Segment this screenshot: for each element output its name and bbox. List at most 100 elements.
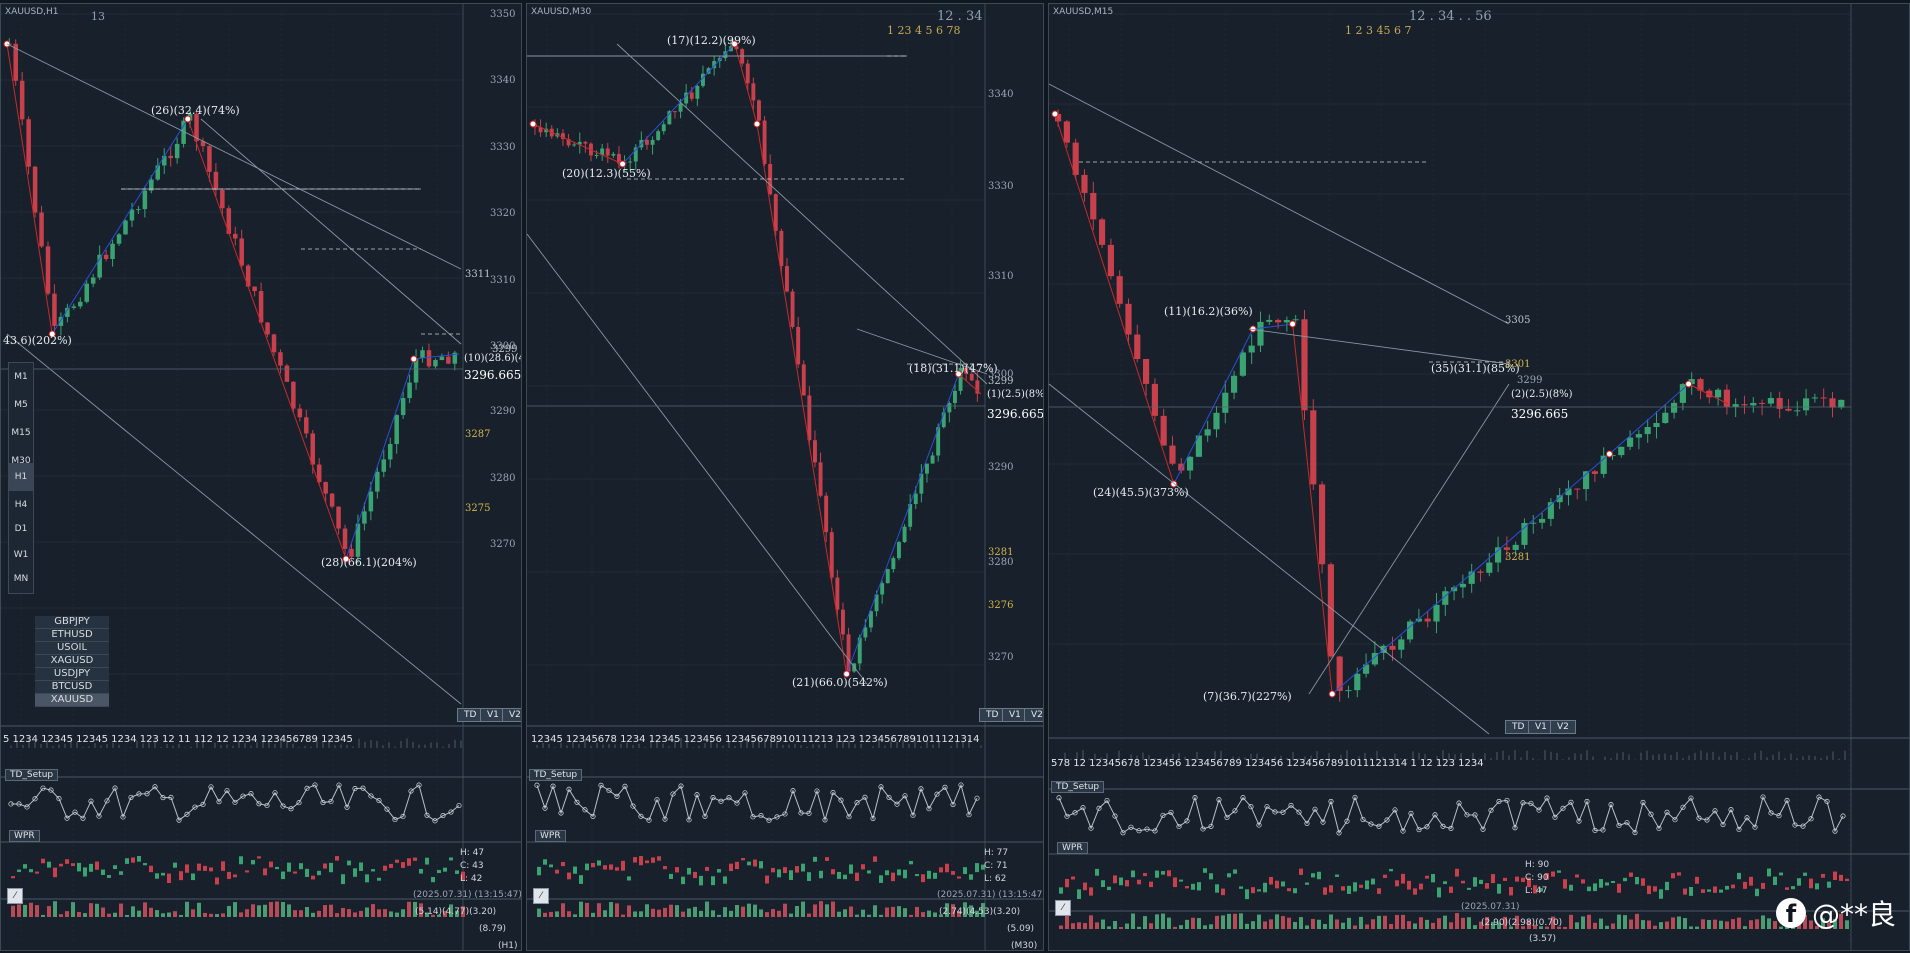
mini-candle bbox=[939, 867, 943, 873]
pivot-marker bbox=[410, 355, 418, 363]
wpr-dot bbox=[296, 800, 302, 806]
volume-bar bbox=[185, 901, 189, 917]
mini-candle bbox=[1761, 882, 1765, 889]
wpr-dot bbox=[280, 803, 286, 809]
settings-icon[interactable]: ⁄ bbox=[1055, 900, 1071, 916]
timeframe-mn[interactable]: MN bbox=[9, 565, 33, 594]
volume-bar bbox=[567, 911, 571, 917]
volume-bar bbox=[161, 913, 165, 917]
volume-bar bbox=[825, 904, 829, 917]
volume-bar bbox=[1713, 919, 1717, 929]
candle-body bbox=[1521, 522, 1528, 545]
v2-button[interactable]: V2 bbox=[1550, 720, 1576, 734]
candle-body bbox=[362, 511, 367, 524]
price-label: 3320 bbox=[490, 208, 516, 219]
mini-candle bbox=[53, 867, 57, 878]
volume-bar bbox=[29, 902, 33, 917]
wpr-dot bbox=[774, 814, 780, 820]
symbol-usoil[interactable]: USOIL bbox=[35, 642, 109, 655]
candle-body bbox=[226, 208, 232, 234]
mini-candle bbox=[317, 870, 321, 876]
v2-button[interactable]: V2 bbox=[1024, 708, 1043, 722]
mini-candle bbox=[699, 875, 703, 886]
mini-candle bbox=[831, 869, 835, 875]
volume-bar bbox=[1593, 922, 1597, 929]
candle-body bbox=[1292, 319, 1299, 321]
wpr-dot bbox=[854, 800, 860, 806]
timeframe-m5[interactable]: M5 bbox=[9, 391, 33, 420]
volume-bar bbox=[1617, 914, 1621, 929]
candle-body bbox=[1231, 375, 1238, 393]
volume-bar bbox=[1665, 921, 1669, 929]
v2-button[interactable]: V2 bbox=[502, 708, 521, 722]
symbol-usdjpy[interactable]: USDJPY bbox=[35, 668, 109, 681]
volume-value: (8.79) bbox=[479, 924, 507, 934]
chart-window-m30[interactable]: XAUUSD,M30 12 . 34 1 23 4 5 6 78 (17)(12… bbox=[526, 3, 1044, 951]
timeframe-h1[interactable]: H1 bbox=[9, 463, 33, 492]
wpr-dot bbox=[424, 812, 430, 818]
mini-candle bbox=[359, 862, 363, 871]
symbol-xagusd[interactable]: XAGUSD bbox=[35, 655, 109, 668]
mini-candle bbox=[131, 857, 135, 863]
volume-bar bbox=[789, 913, 793, 917]
volume-bar bbox=[1449, 922, 1453, 929]
timeframe-m15[interactable]: M15 bbox=[9, 419, 33, 448]
volume-bar bbox=[609, 902, 613, 917]
volume-bar bbox=[1779, 926, 1783, 929]
chart-window-m15[interactable]: XAUUSD,M15 12 . 34 . . 56 1 2 3 45 6 7 (… bbox=[1048, 3, 1910, 951]
wpr-dot bbox=[288, 806, 294, 812]
chart-canvas[interactable] bbox=[1049, 4, 1910, 951]
settings-icon[interactable]: ⁄ bbox=[7, 888, 23, 904]
symbol-ethusd[interactable]: ETHUSD bbox=[35, 629, 109, 642]
symbol-xauusd[interactable]: XAUUSD bbox=[35, 694, 109, 707]
trend-line bbox=[527, 233, 868, 685]
chart-title: XAUUSD,H1 bbox=[5, 7, 59, 17]
mini-candle bbox=[1203, 868, 1207, 873]
candle-body bbox=[1407, 621, 1414, 640]
wpr-dot bbox=[942, 784, 948, 790]
wpr-dot bbox=[1344, 818, 1350, 824]
volume-bar bbox=[981, 903, 985, 917]
mini-candle bbox=[437, 869, 441, 874]
candle-body bbox=[1160, 415, 1167, 446]
chart-window-h1[interactable]: XAUUSD,H1 13 (26)(32.4)(74%) 43.6)(202%)… bbox=[0, 3, 522, 951]
wpr-dot bbox=[694, 792, 700, 798]
symbol-gbpjpy[interactable]: GBPJPY bbox=[35, 616, 109, 629]
mini-candle bbox=[879, 875, 883, 883]
mini-candle bbox=[173, 862, 177, 868]
volume-bar bbox=[537, 908, 541, 917]
mini-candle bbox=[1317, 871, 1321, 880]
candle-body bbox=[1371, 652, 1378, 665]
mini-candle bbox=[1701, 889, 1705, 893]
volume-bar bbox=[1725, 921, 1729, 929]
volume-bar bbox=[221, 913, 225, 917]
volume-bar bbox=[1395, 914, 1399, 929]
candle-body bbox=[1776, 398, 1783, 409]
candle-body bbox=[1468, 571, 1475, 584]
volume-bar bbox=[1563, 926, 1567, 929]
mini-candle bbox=[1263, 882, 1267, 893]
candle-body bbox=[32, 166, 38, 213]
wpr-dot bbox=[646, 817, 652, 823]
chart-canvas[interactable] bbox=[527, 4, 1044, 951]
settings-icon[interactable]: ⁄ bbox=[533, 888, 549, 904]
mini-candle bbox=[759, 861, 763, 869]
candle-body bbox=[661, 124, 666, 132]
chart-canvas[interactable] bbox=[1, 4, 522, 951]
symbol-btcusd[interactable]: BTCUSD bbox=[35, 681, 109, 694]
mini-candle bbox=[1785, 887, 1789, 890]
volume-bar bbox=[35, 905, 39, 917]
wpr-dot bbox=[1624, 820, 1630, 826]
volume-bar bbox=[203, 912, 207, 917]
timeframe-m1[interactable]: M1 bbox=[9, 363, 33, 392]
mini-candle bbox=[1449, 886, 1453, 893]
wpr-dot bbox=[1504, 797, 1510, 803]
level-label: 3287 bbox=[465, 429, 491, 440]
wpr-dot bbox=[1224, 814, 1230, 820]
timeframe-d1[interactable]: D1 bbox=[9, 515, 33, 544]
candle-body bbox=[1574, 488, 1581, 490]
wpr-dot bbox=[838, 797, 844, 803]
wpr-dot bbox=[750, 814, 756, 820]
mini-candle bbox=[1257, 889, 1261, 892]
candle-body bbox=[316, 464, 322, 483]
